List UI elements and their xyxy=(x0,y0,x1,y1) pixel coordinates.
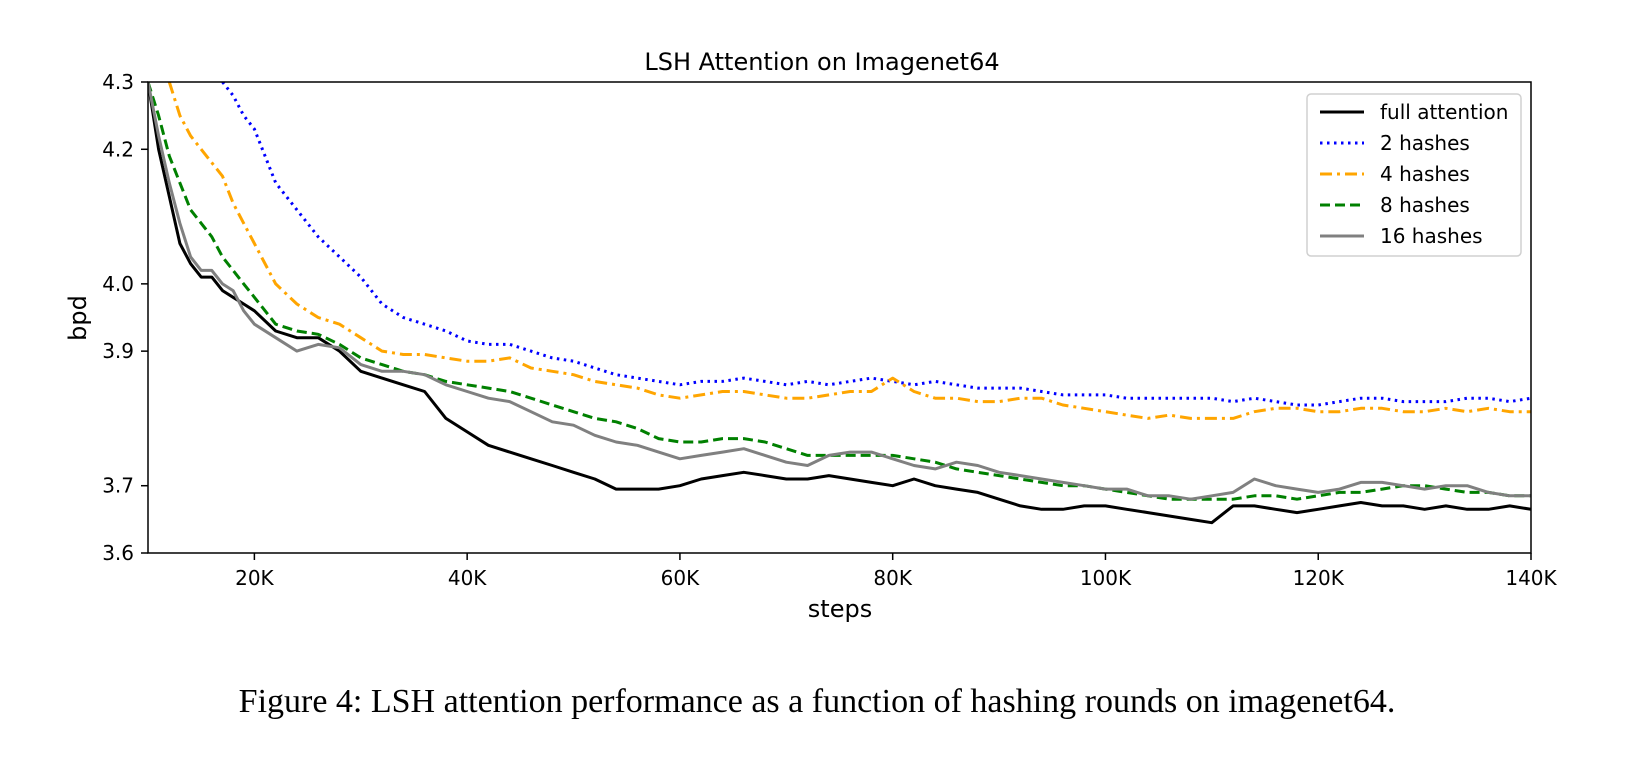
series-line-1 xyxy=(148,82,1531,525)
y-tick-label: 3.9 xyxy=(102,339,134,363)
y-tick-label: 4.3 xyxy=(102,70,134,94)
legend-label-1: full attention xyxy=(1380,100,1508,124)
series-line-4 xyxy=(148,82,1531,501)
legend-label-3: 4 hashes xyxy=(1380,162,1470,186)
x-tick-label: 120K xyxy=(1293,566,1345,590)
figure-caption: Figure 4: LSH attention performance as a… xyxy=(238,683,1396,720)
x-tick-label: 140K xyxy=(1505,566,1557,590)
x-axis-label: steps xyxy=(808,595,872,623)
x-tick-label: 20K xyxy=(235,566,274,590)
x-tick-label: 100K xyxy=(1080,566,1132,590)
series-line-3 xyxy=(167,82,1531,420)
series-line-5 xyxy=(148,82,1531,501)
legend-frame xyxy=(1306,93,1522,257)
legend-label-4: 8 hashes xyxy=(1380,193,1470,217)
legend-label-2: 2 hashes xyxy=(1380,131,1470,155)
plot-area xyxy=(148,82,1531,525)
x-tick-label: 40K xyxy=(448,566,487,590)
x-tick-label: 80K xyxy=(873,566,912,590)
chart-legend: full attention 2 hashes 4 hashes 8 hashes 16… xyxy=(1306,93,1522,257)
y-tick-label: 4.0 xyxy=(102,272,134,296)
y-tick-label: 4.2 xyxy=(102,137,134,161)
y-axis: 3.6 3.7 3.9 4.0 4.2 4.3 xyxy=(102,70,148,565)
y-tick-label: 3.7 xyxy=(102,474,134,498)
y-tick-label: 3.6 xyxy=(102,541,134,565)
plot-frame xyxy=(147,81,1532,554)
series-line-2 xyxy=(221,82,1531,407)
chart-title: LSH Attention on Imagenet64 xyxy=(644,48,999,76)
legend-label-5: 16 hashes xyxy=(1380,224,1483,248)
y-axis-label: bpd xyxy=(64,295,92,341)
x-axis: 20K 40K 60K 80K 100K 120K 140K xyxy=(235,553,1558,590)
x-tick-label: 60K xyxy=(661,566,700,590)
